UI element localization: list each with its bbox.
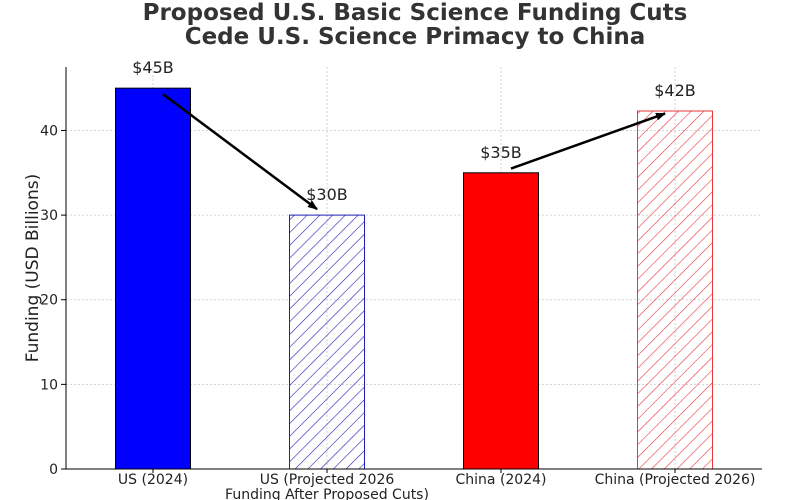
x-tick-label: China (Projected 2026) — [595, 472, 756, 488]
bar — [115, 87, 191, 470]
bar — [637, 110, 713, 470]
x-tick-label: Funding After Proposed Cuts) — [225, 487, 429, 500]
y-axis-label: Funding (USD Billions) — [23, 174, 43, 362]
x-tick-label: US (2024) — [118, 472, 188, 488]
y-tick-label: 20 — [40, 293, 58, 309]
bar-value-label: $42B — [654, 81, 696, 100]
bar — [463, 172, 539, 470]
bar — [289, 214, 365, 470]
x-tick-label: US (Projected 2026 — [260, 472, 395, 488]
y-tick-label: 0 — [49, 462, 58, 478]
y-tick-label: 30 — [40, 208, 58, 224]
chart-title: Proposed U.S. Basic Science Funding Cuts — [143, 0, 688, 26]
trend-arrow — [510, 112, 666, 170]
bar-value-label: $45B — [132, 58, 174, 77]
bars — [115, 87, 713, 470]
bar-value-label: $30B — [306, 185, 348, 204]
trend-arrow — [162, 93, 318, 211]
chart-subtitle: Cede U.S. Science Primacy to China — [185, 24, 646, 50]
bar-value-label: $35B — [480, 143, 522, 162]
x-tick-label: China (2024) — [456, 472, 547, 488]
axes — [65, 67, 762, 470]
y-tick-label: 40 — [40, 123, 58, 139]
trend-arrows — [162, 93, 666, 211]
data-labels: $45B $30B $35B $42B — [132, 58, 696, 204]
y-ticks: 0 10 20 30 40 — [40, 123, 66, 478]
y-tick-label: 10 — [40, 377, 58, 393]
